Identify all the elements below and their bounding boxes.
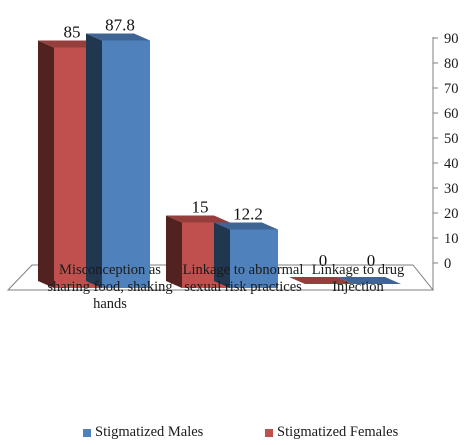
bar-top-male [86,33,150,41]
legend-swatch-males [83,428,91,437]
y-tick-label: 80 [444,56,459,72]
y-tick-label: 10 [444,231,459,247]
bar-side-male [214,222,230,288]
data-label: 87.8 [105,16,135,35]
y-tick-label: 30 [444,181,459,197]
legend-label-males: Stigmatized Males [95,424,204,440]
legend-label-females: Stigmatized Females [277,424,399,440]
bar-male [102,40,150,288]
y-tick-label: 40 [444,156,459,172]
y-tick-label: 60 [444,106,459,122]
y-tick-label: 70 [444,81,459,97]
data-label: 12.2 [233,205,263,224]
bar-zero-female [289,277,353,284]
y-tick-label: 20 [444,206,459,222]
data-label: 85 [64,23,81,42]
category-label-misconception: Misconception as sharing food, shaking h… [47,262,173,312]
y-tick-label: 0 [444,256,451,272]
bar-top-female [166,215,230,223]
category-label-sexual-risk: Linkage to abnormal sexual risk practice… [182,262,304,295]
bar-side-female [166,215,182,288]
legend-item-males: Stigmatized Males [83,424,203,441]
y-tick-label: 90 [444,31,459,47]
data-label: 15 [192,198,209,217]
legend: Stigmatized Males Stigmatized Females [0,424,471,444]
bar-zero-male [337,277,401,284]
bar-side-male [86,33,102,288]
data-label: 0 [367,251,376,270]
legend-item-females: Stigmatized Females [265,424,398,441]
category-label-drug-injection: Linkage to drug Injection [311,262,405,295]
legend-swatch-females [265,428,273,437]
y-tick-label: 50 [444,131,459,147]
bar-male [230,229,278,288]
bar-top-male [214,222,278,230]
bar-side-female [38,40,54,288]
data-label: 0 [319,251,328,270]
